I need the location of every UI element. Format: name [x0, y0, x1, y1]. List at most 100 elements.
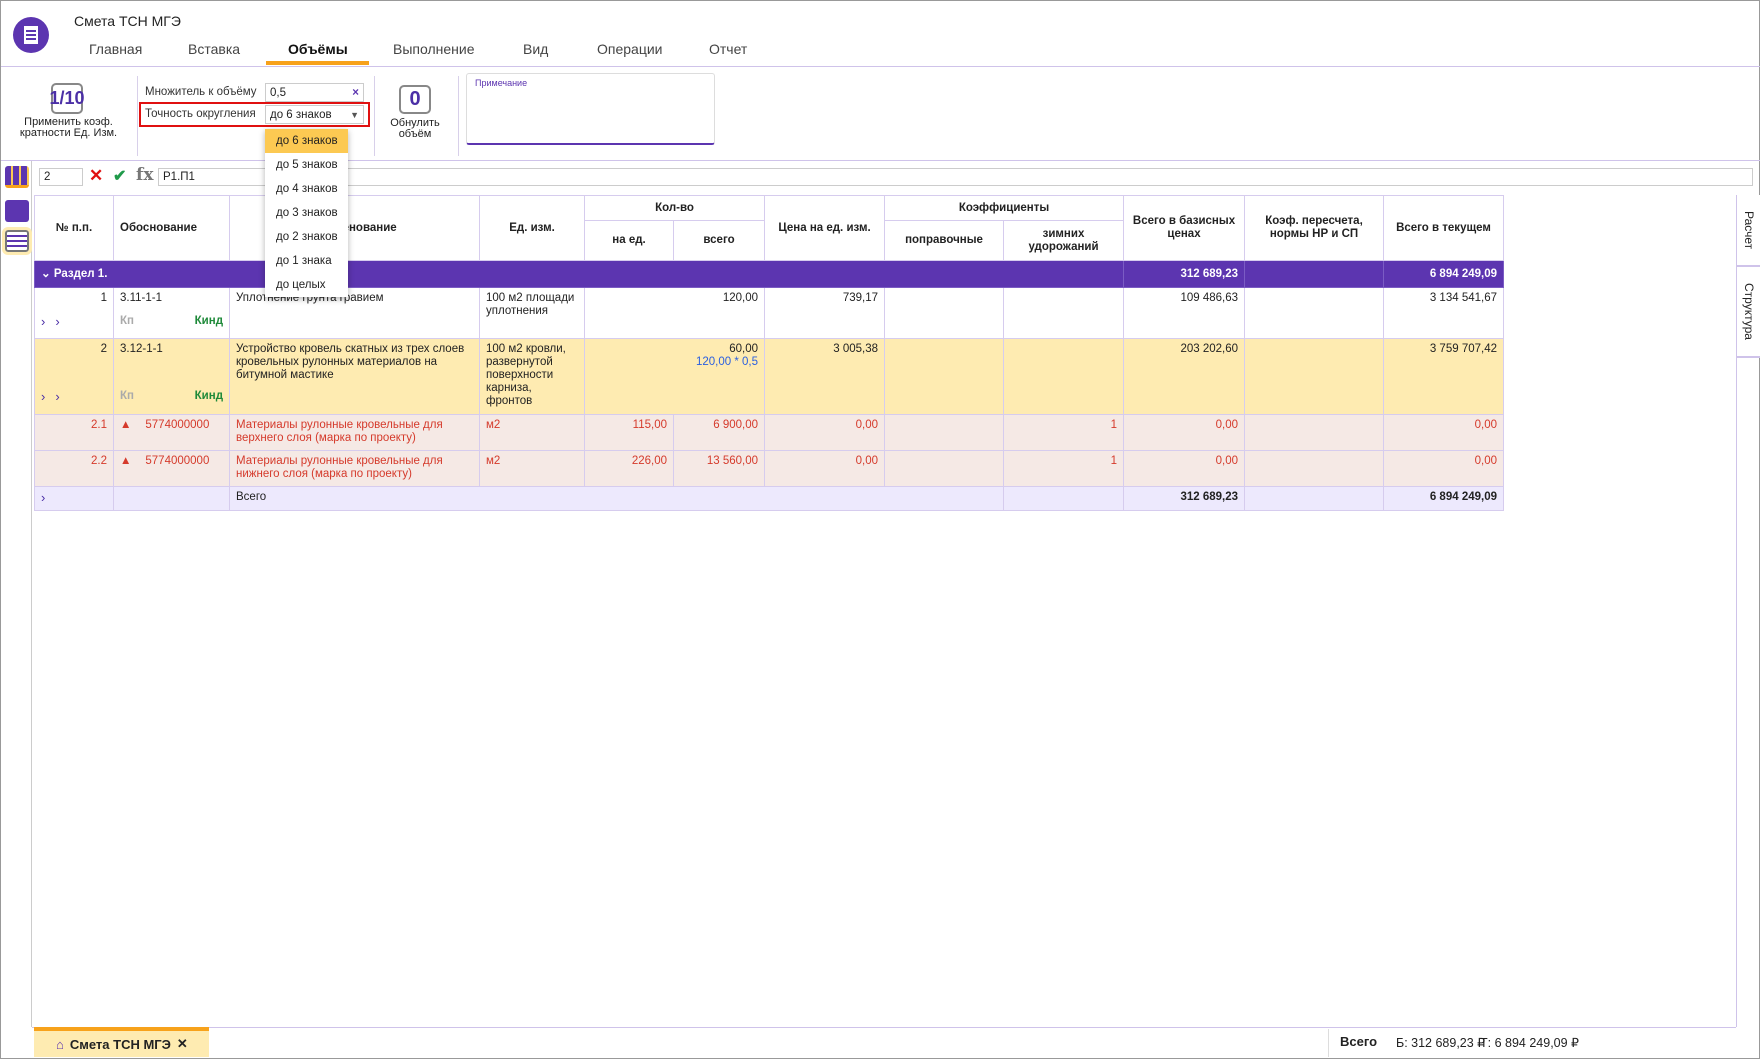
header-qty[interactable]: Кол-во	[584, 195, 765, 221]
row-name: Материалы рулонные кровельные для верхне…	[229, 414, 480, 451]
row-name: Материалы рулонные кровельные для нижнег…	[229, 450, 480, 487]
expand-icon[interactable]: ›	[55, 314, 60, 329]
total-current: 6 894 249,09	[1383, 486, 1504, 511]
divider	[1736, 195, 1737, 1027]
dropdown-option[interactable]: до 4 знаков	[276, 183, 338, 195]
side-tab-structure[interactable]: Структура	[1736, 267, 1760, 358]
row-unit: 100 м2 кровли, развернутой поверхности к…	[479, 338, 585, 415]
row-qty-total[interactable]: 60,00	[729, 343, 758, 355]
table-icon[interactable]	[2, 227, 32, 255]
kind-label[interactable]: Кинд	[194, 390, 223, 402]
status-total-label: Всего	[1340, 1034, 1378, 1049]
clear-icon[interactable]: ×	[352, 86, 359, 99]
row-qty-total[interactable]: 120,00	[584, 287, 765, 339]
apply-coef-button[interactable]: 1/10	[49, 83, 85, 114]
expand-icon[interactable]: ›	[41, 490, 46, 505]
tab-execution[interactable]: Выполнение	[393, 41, 475, 57]
row-qty-per[interactable]: 115,00	[584, 414, 674, 451]
status-current-total: Т: 6 894 249,09 ₽	[1480, 1036, 1579, 1050]
confirm-icon[interactable]: ✔	[113, 168, 127, 185]
dropdown-option[interactable]: до 1 знака	[276, 255, 332, 267]
rounding-value: до 6 знаков	[270, 108, 332, 121]
tab-insert[interactable]: Вставка	[188, 41, 241, 57]
zero-icon: 0	[409, 88, 421, 110]
row-basis: 3.12-1-1	[120, 343, 163, 355]
row-total-base: 0,00	[1123, 414, 1245, 451]
building-icon: ⌂	[56, 1036, 64, 1052]
expand-icon[interactable]: ›	[41, 389, 46, 404]
note-field[interactable]: Примечание	[466, 73, 715, 145]
tab-report[interactable]: Отчет	[709, 41, 748, 57]
formula-input[interactable]: Р1.П1	[158, 168, 1753, 186]
dropdown-option[interactable]: до 3 знаков	[276, 207, 338, 219]
row-name: Устройство кровель скатных из трех слоев…	[229, 338, 480, 415]
header-qty-per[interactable]: на ед.	[584, 220, 674, 261]
header-total-base[interactable]: Всего в базисных ценах	[1123, 195, 1245, 261]
header-unit[interactable]: Ед. изм.	[479, 195, 585, 261]
row-total-base: 0,00	[1123, 450, 1245, 487]
columns-icon[interactable]	[5, 166, 29, 188]
apply-coef-label: Применить коэф.	[24, 116, 113, 128]
header-coefs[interactable]: Коэффициенты	[884, 195, 1124, 221]
tab-volumes[interactable]: Объёмы	[288, 41, 348, 57]
document-tab[interactable]: ⌂ Смета ТСН МГЭ ✕	[34, 1027, 209, 1057]
header-num[interactable]: № п.п.	[34, 195, 114, 261]
zero-volume-button[interactable]: 0	[399, 85, 431, 114]
row-qty-total: 6 900,00	[673, 414, 765, 451]
row-qty-per[interactable]: 226,00	[584, 450, 674, 487]
dropdown-option[interactable]: до 6 знаков	[265, 129, 348, 153]
row-coef-winter: 1	[1003, 450, 1124, 487]
row-basis: 5774000000	[145, 419, 210, 431]
briefcase-icon[interactable]	[5, 200, 29, 222]
row-total-base: 109 486,63	[1123, 287, 1245, 339]
status-base-total: Б: 312 689,23 ₽	[1396, 1036, 1486, 1050]
header-coef-corr[interactable]: поправочные	[884, 220, 1004, 261]
expand-icon[interactable]: ›	[55, 389, 60, 404]
row-price: 0,00	[764, 414, 885, 451]
row-num: 1	[100, 292, 107, 304]
row-qty-formula: 120,00 * 0,5	[695, 356, 758, 368]
row-price: 739,17	[764, 287, 885, 339]
multiplier-input[interactable]: 0,5 ×	[265, 83, 364, 102]
row-total-current: 0,00	[1383, 450, 1504, 487]
header-coef-recalc[interactable]: Коэф. пересчета, нормы НР и СП	[1244, 195, 1384, 261]
row-num: 2	[100, 343, 107, 355]
row-coef-winter: 1	[1003, 414, 1124, 451]
kp-label[interactable]: Кп	[120, 390, 134, 402]
kind-label[interactable]: Кинд	[194, 315, 223, 327]
table-row[interactable]: 1 › › 3.11-1-1 Кп Кинд Уплотнение грунта гра…	[34, 287, 1504, 339]
estimate-table: № п.п. Обоснование Наименование Ед. изм.…	[34, 195, 1504, 511]
side-tab-calc[interactable]: Расчет	[1736, 195, 1760, 267]
tab-main[interactable]: Главная	[89, 41, 143, 57]
dropdown-option[interactable]: до целых	[276, 279, 326, 291]
close-icon[interactable]: ✕	[176, 1036, 188, 1051]
kp-label[interactable]: Кп	[120, 315, 134, 327]
header-total-current[interactable]: Всего в текущем	[1383, 195, 1504, 261]
row-price: 0,00	[764, 450, 885, 487]
header-basis[interactable]: Обоснование	[113, 195, 230, 261]
row-price: 3 005,38	[764, 338, 885, 415]
divider	[137, 76, 138, 156]
chevron-down-icon[interactable]: ⌄	[41, 267, 54, 280]
material-row[interactable]: 2.2 ▲ 5774000000 Материалы рулонные крове…	[34, 450, 1504, 487]
total-row[interactable]: › Всего 312 689,23 6 894 249,09	[34, 486, 1504, 511]
table-row-selected[interactable]: 2 › › 3.12-1-1 Кп Кинд Устройство кровель ск…	[34, 338, 1504, 415]
dropdown-option[interactable]: до 2 знаков	[276, 231, 338, 243]
section-row[interactable]: ⌄ Раздел 1. 312 689,23 6 894 249,09	[34, 260, 1504, 288]
rounding-dropdown: до 6 знаков до 5 знаков до 4 знаков до 3…	[265, 129, 348, 297]
rounding-select[interactable]: до 6 знаков ▼	[265, 105, 364, 124]
tab-operations[interactable]: Операции	[597, 41, 663, 57]
header-price[interactable]: Цена на ед. изм.	[764, 195, 885, 261]
cell-address-input[interactable]: 2	[39, 168, 83, 186]
zero-volume-label-2: объём	[398, 128, 432, 140]
row-unit: 100 м2 площади уплотнения	[479, 287, 585, 339]
expand-icon[interactable]: ›	[41, 314, 46, 329]
cancel-icon[interactable]: ✕	[89, 166, 104, 185]
dropdown-option[interactable]: до 5 знаков	[276, 159, 338, 171]
header-coef-winter[interactable]: зимних удорожаний	[1003, 220, 1124, 261]
section-total-current: 6 894 249,09	[1383, 260, 1504, 288]
row-total-current: 0,00	[1383, 414, 1504, 451]
header-qty-total[interactable]: всего	[673, 220, 765, 261]
material-row[interactable]: 2.1 ▲ 5774000000 Материалы рулонные крове…	[34, 414, 1504, 451]
tab-view[interactable]: Вид	[523, 41, 549, 57]
